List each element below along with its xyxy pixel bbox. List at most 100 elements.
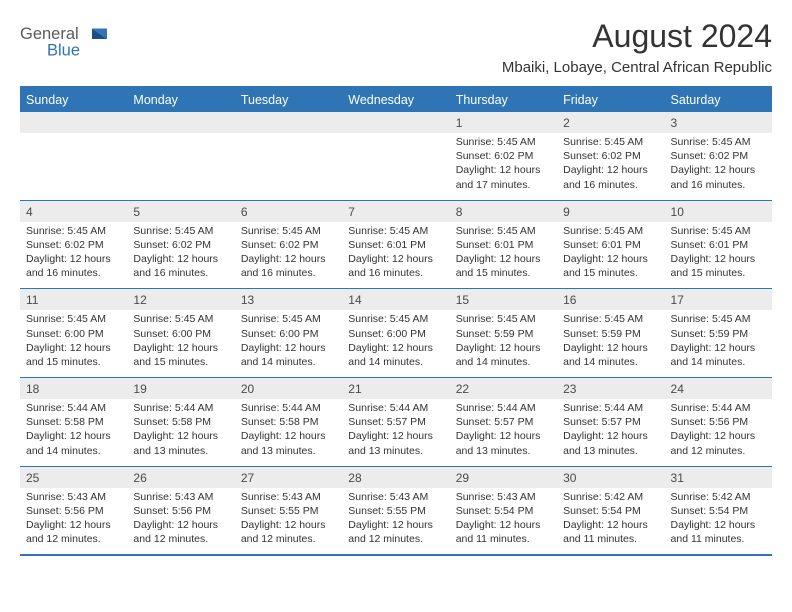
sunrise-text: Sunrise: 5:42 AM <box>563 490 658 504</box>
daylight-text: and 15 minutes. <box>456 266 551 280</box>
day-details: Sunrise: 5:45 AMSunset: 5:59 PMDaylight:… <box>665 310 772 377</box>
day-details: Sunrise: 5:45 AMSunset: 6:02 PMDaylight:… <box>127 222 234 289</box>
day-number: 20 <box>235 378 342 399</box>
daylight-text: and 16 minutes. <box>26 266 121 280</box>
daylight-text: Daylight: 12 hours <box>563 252 658 266</box>
daylight-text: Daylight: 12 hours <box>133 429 228 443</box>
week-row: 25262728293031Sunrise: 5:43 AMSunset: 5:… <box>20 466 772 555</box>
sunset-text: Sunset: 5:56 PM <box>671 415 766 429</box>
daylight-text: and 16 minutes. <box>563 178 658 192</box>
day-number: 31 <box>665 467 772 488</box>
daylight-text: and 17 minutes. <box>456 178 551 192</box>
sunset-text: Sunset: 6:01 PM <box>671 238 766 252</box>
day-number: 3 <box>665 112 772 133</box>
sunset-text: Sunset: 5:59 PM <box>456 327 551 341</box>
day-number: 14 <box>342 289 449 310</box>
daylight-text: Daylight: 12 hours <box>671 252 766 266</box>
day-number: 24 <box>665 378 772 399</box>
sunrise-text: Sunrise: 5:43 AM <box>456 490 551 504</box>
daylight-text: Daylight: 12 hours <box>133 518 228 532</box>
day-details: Sunrise: 5:42 AMSunset: 5:54 PMDaylight:… <box>557 488 664 555</box>
week-row: 123 Sunrise: 5:45 AM Sunset: 6:02 PM Daylig… <box>20 112 772 200</box>
daylight-text: Daylight: 12 hours <box>563 429 658 443</box>
day-details: Sunrise: 5:43 AMSunset: 5:54 PMDaylight:… <box>450 488 557 555</box>
day-details: Sunrise: 5:44 AMSunset: 5:57 PMDaylight:… <box>557 399 664 466</box>
daylight-text: and 12 minutes. <box>671 444 766 458</box>
daylight-text: Daylight: 12 hours <box>241 252 336 266</box>
daylight-text: and 14 minutes. <box>26 444 121 458</box>
sunset-text: Sunset: 6:01 PM <box>348 238 443 252</box>
day-data-row: Sunrise: 5:43 AM Sunset: 5:56 PMDaylight:… <box>20 488 772 555</box>
week-row: 18192021222324Sunrise: 5:44 AMSunset: 5:… <box>20 377 772 466</box>
day-number-row: 45678910 <box>20 201 772 222</box>
day-number: 2 <box>557 112 664 133</box>
sunset-text: Sunset: 6:02 PM <box>241 238 336 252</box>
weekday-header: Monday <box>127 88 234 112</box>
daylight-text: Daylight: 12 hours <box>348 252 443 266</box>
day-number: 1 <box>450 112 557 133</box>
sunset-text: Sunset: 6:00 PM <box>133 327 228 341</box>
calendar-table: Sunday Monday Tuesday Wednesday Thursday… <box>20 86 772 556</box>
sunrise-text: Sunrise: 5:43 AM <box>348 490 443 504</box>
day-details: Sunrise: 5:45 AMSunset: 6:02 PMDaylight:… <box>557 133 664 200</box>
daylight-text: Daylight: 12 hours <box>348 341 443 355</box>
weekday-header: Thursday <box>450 88 557 112</box>
day-details: Sunrise: 5:45 AMSunset: 6:00 PMDaylight:… <box>127 310 234 377</box>
sunrise-text: Sunrise: 5:44 AM <box>563 401 658 415</box>
sunrise-text: Sunrise: 5:44 AM <box>456 401 551 415</box>
sunrise-text: Sunrise: 5:44 AM <box>671 401 766 415</box>
daylight-text: Daylight: 12 hours <box>26 341 121 355</box>
daylight-text: and 13 minutes. <box>348 444 443 458</box>
day-number: 22 <box>450 378 557 399</box>
day-number: 18 <box>20 378 127 399</box>
weekday-header: Tuesday <box>235 88 342 112</box>
day-number: 16 <box>557 289 664 310</box>
day-details: Sunrise: 5:45 AMSunset: 6:02 PMDaylight:… <box>235 222 342 289</box>
svg-text:General: General <box>20 25 79 43</box>
day-data-row: Sunrise: 5:45 AM Sunset: 6:02 PM Daylight:… <box>20 133 772 200</box>
sunset-text: Sunset: 5:55 PM <box>241 504 336 518</box>
day-details: Sunrise: 5:44 AMSunset: 5:58 PMDaylight:… <box>127 399 234 466</box>
daylight-text: Daylight: 12 hours <box>348 429 443 443</box>
sunset-text: Sunset: 5:57 PM <box>456 415 551 429</box>
daylight-text: Daylight: 12 hours <box>456 341 551 355</box>
page-title: August 2024 <box>502 18 772 55</box>
sunset-text: Sunset: 5:56 PM <box>133 504 228 518</box>
daylight-text: Daylight: 12 hours <box>241 429 336 443</box>
day-number: 15 <box>450 289 557 310</box>
day-number-row: 123 <box>20 112 772 133</box>
day-number: 4 <box>20 201 127 222</box>
sunrise-text: Sunrise: 5:43 AM <box>241 490 336 504</box>
svg-text:Blue: Blue <box>47 42 80 60</box>
sunrise-text: Sunrise: 5:45 AM <box>563 135 658 149</box>
day-data-row: Sunrise: 5:44 AMSunset: 5:58 PMDaylight:… <box>20 399 772 466</box>
day-details: Sunrise: 5:45 AMSunset: 6:01 PMDaylight:… <box>342 222 449 289</box>
day-number-row: 25262728293031 <box>20 467 772 488</box>
sunset-text: Sunset: 6:00 PM <box>26 327 121 341</box>
day-number: 6 <box>235 201 342 222</box>
daylight-text: Daylight: 12 hours <box>456 163 551 177</box>
day-number: 25 <box>20 467 127 488</box>
sunrise-text: Sunrise: 5:45 AM <box>133 224 228 238</box>
sunrise-text: Sunrise: 5:45 AM <box>671 224 766 238</box>
day-number: 9 <box>557 201 664 222</box>
day-details: Sunrise: 5:45 AMSunset: 6:00 PMDaylight:… <box>342 310 449 377</box>
sunset-text: Sunset: 5:58 PM <box>133 415 228 429</box>
daylight-text: and 16 minutes. <box>241 266 336 280</box>
day-number: 23 <box>557 378 664 399</box>
day-number: 17 <box>665 289 772 310</box>
daylight-text: and 15 minutes. <box>671 266 766 280</box>
day-details: Sunrise: 5:44 AMSunset: 5:58 PMDaylight:… <box>20 399 127 466</box>
sunrise-text: Sunrise: 5:45 AM <box>456 135 551 149</box>
day-number: 30 <box>557 467 664 488</box>
daylight-text: and 15 minutes. <box>563 266 658 280</box>
day-number <box>127 112 234 133</box>
daylight-text: and 15 minutes. <box>26 355 121 369</box>
sunrise-text: Sunrise: 5:45 AM <box>671 312 766 326</box>
sunset-text: Sunset: 6:02 PM <box>671 149 766 163</box>
week-row: 11121314151617Sunrise: 5:45 AMSunset: 6:… <box>20 288 772 377</box>
weekday-header: Sunday <box>20 88 127 112</box>
day-number <box>20 112 127 133</box>
daylight-text: Daylight: 12 hours <box>26 429 121 443</box>
daylight-text: and 15 minutes. <box>133 355 228 369</box>
